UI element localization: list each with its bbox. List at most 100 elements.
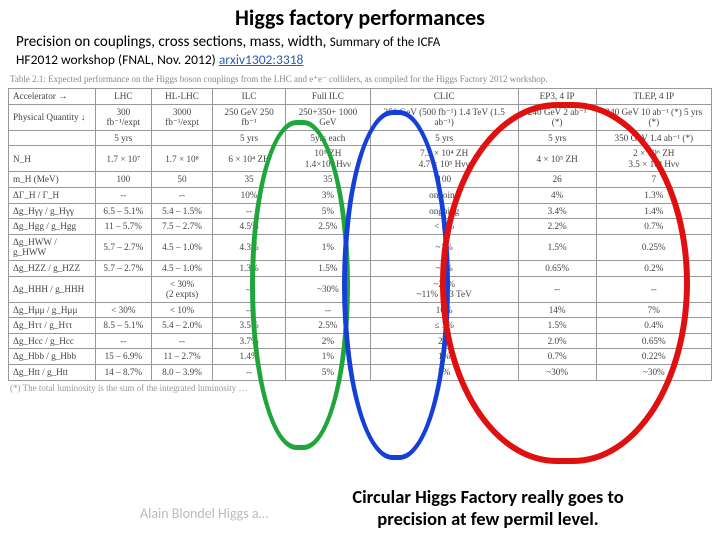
cell: 8.0 – 3.9%	[152, 364, 213, 380]
cell: 4.3%	[213, 234, 286, 260]
yrs-fullilc: 5yrs each	[286, 130, 371, 146]
cell: 1.4%	[596, 203, 711, 219]
cell: ongoing	[370, 188, 518, 204]
cell: 50	[152, 172, 213, 188]
hdr-clic: CLIC	[370, 89, 518, 105]
yrs-blank	[9, 130, 96, 146]
cell: 4.5 – 1.0%	[152, 260, 213, 276]
row-label: Δg_Hgg / g_Hgg	[9, 219, 96, 235]
footnote: (*) The total luminosity is the sum of t…	[0, 381, 720, 393]
row-label: Δg_HZZ / g_HZZ	[9, 260, 96, 276]
cell: 15 – 6.9%	[95, 349, 151, 365]
cell: 14 – 8.7%	[95, 364, 151, 380]
cell: ~30%	[286, 276, 371, 302]
hdr-tlep: TLEP, 4 IP	[596, 89, 711, 105]
table-row: Δg_HZZ / g_HZZ5.7 – 2.7%4.5 – 1.0%1.3%1.…	[9, 260, 712, 276]
cell: 0.25%	[596, 234, 711, 260]
cell: 1.7 × 10⁸	[152, 146, 213, 172]
cell: 2.0%	[518, 333, 596, 349]
cell: --	[213, 203, 286, 219]
hdr-lhc: LHC	[95, 89, 151, 105]
sub-fullilc: 250+350+ 1000 GeV	[286, 104, 371, 130]
arxiv-link[interactable]: arxiv1302:3318	[219, 51, 304, 68]
footer-credit: Alain Blondel Higgs a…	[140, 505, 268, 522]
subtitle-line2-pre: HF2012 workshop (FNAL, Nov. 2012)	[16, 51, 219, 68]
cell: 0.4%	[596, 318, 711, 334]
table-row: m_H (MeV)100503535100267	[9, 172, 712, 188]
table-row: Δg_Hbb / g_Hbb15 – 6.9%11 – 2.7%1.4%1%1%…	[9, 349, 712, 365]
row-label: Δg_Htt / g_Htt	[9, 364, 96, 380]
cell: 4%	[518, 188, 596, 204]
row-label: Δg_HHH / g_HHH	[9, 276, 96, 302]
cell: --	[518, 276, 596, 302]
row-label: ΔΓ_H / Γ_H	[9, 188, 96, 204]
cell: 1%	[370, 349, 518, 365]
cell: 6.5 – 5.1%	[95, 203, 151, 219]
table-row: Δg_Hgg / g_Hgg11 – 5.7%7.5 – 2.7%4.5%2.5…	[9, 219, 712, 235]
hdr-ilc: ILC	[213, 89, 286, 105]
cell: 1.7 × 10⁷	[95, 146, 151, 172]
sub-hllhc: 3000 fb⁻¹/expt	[152, 104, 213, 130]
cell: < 30%(2 expts)	[152, 276, 213, 302]
cell: ~1%	[370, 234, 518, 260]
cell: 1.5%	[518, 318, 596, 334]
cell: 5.4 – 1.5%	[152, 203, 213, 219]
cell: 7.5 × 10⁴ ZH4.7 × 10⁵ Hνν	[370, 146, 518, 172]
cell: < 30%	[95, 302, 151, 318]
subtitle-block: Precision on couplings, cross sections, …	[0, 31, 720, 68]
cell: --	[596, 276, 711, 302]
yrs-ep3: 5 yrs	[518, 130, 596, 146]
cell: 5.4 – 2.0%	[152, 318, 213, 334]
subheader-row: Physical Quantity ↓ 300 fb⁻¹/expt 3000 f…	[9, 104, 712, 130]
cell: 100	[370, 172, 518, 188]
callout-box: Circular Higgs Factory really goes to pr…	[288, 483, 688, 532]
cell: 5.7 – 2.7%	[95, 234, 151, 260]
cell: 35	[213, 172, 286, 188]
yrs-lhc: 5 yrs	[95, 130, 151, 146]
cell: 0.22%	[596, 349, 711, 365]
cell: 0.7%	[518, 349, 596, 365]
cell: 1.5%	[518, 234, 596, 260]
row-label: Δg_Hγγ / g_Hγγ	[9, 203, 96, 219]
cell: 2.5%	[286, 219, 371, 235]
cell: --	[213, 364, 286, 380]
cell: --	[152, 333, 213, 349]
table-row: Δg_Hττ / g_Hττ8.5 – 5.1%5.4 – 2.0%3.5%2.…	[9, 318, 712, 334]
yrs-ilc: 5 yrs	[213, 130, 286, 146]
hdr-ep3: EP3, 4 IP	[518, 89, 596, 105]
cell: 10%	[213, 188, 286, 204]
table-caption: Table 2.1: Expected performance on the H…	[8, 74, 712, 85]
cell: 11 – 5.7%	[95, 219, 151, 235]
sub-ep3: 240 GeV 2 ab⁻¹ (*)	[518, 104, 596, 130]
hdr-accel: Accelerator →	[9, 89, 96, 105]
cell: 6 × 10⁴ ZH	[213, 146, 286, 172]
sub-tlep: 240 GeV 10 ab⁻¹ (*) 5 yrs (*)	[596, 104, 711, 130]
table-row: Δg_Hγγ / g_Hγγ6.5 – 5.1%5.4 – 1.5%--5%on…	[9, 203, 712, 219]
cell: 4.5%	[213, 219, 286, 235]
cell: 26	[518, 172, 596, 188]
cell: < 10%	[152, 302, 213, 318]
cell: 0.65%	[596, 333, 711, 349]
cell: 5%	[286, 364, 371, 380]
yrs-tlep: 350 GeV 1.4 ab⁻¹ (*)	[596, 130, 711, 146]
yrs-row: 5 yrs 5 yrs 5yrs each 5 yrs 5 yrs 350 Ge…	[9, 130, 712, 146]
cell: 3%	[370, 364, 518, 380]
table-row: Δg_HHH / g_HHH< 30%(2 expts)--~30%~22%~1…	[9, 276, 712, 302]
cell: 11 – 2.7%	[152, 349, 213, 365]
cell: < 3%	[370, 219, 518, 235]
table-row: N_H1.7 × 10⁷1.7 × 10⁸6 × 10⁴ ZH10⁵ ZH1.4…	[9, 146, 712, 172]
cell: --	[95, 188, 151, 204]
cell: 1.4%	[213, 349, 286, 365]
cell: --	[286, 302, 371, 318]
cell: 7	[596, 172, 711, 188]
cell: 5.7 – 2.7%	[95, 260, 151, 276]
sub-lhc: 300 fb⁻¹/expt	[95, 104, 151, 130]
cell: 0.2%	[596, 260, 711, 276]
cell: 2.5%	[286, 318, 371, 334]
row-label: m_H (MeV)	[9, 172, 96, 188]
cell: --	[213, 276, 286, 302]
row-label: Δg_Hcc / g_Hcc	[9, 333, 96, 349]
cell: 5%	[286, 203, 371, 219]
sub-ilc: 250 GeV 250 fb⁻¹	[213, 104, 286, 130]
cell: 35	[286, 172, 371, 188]
